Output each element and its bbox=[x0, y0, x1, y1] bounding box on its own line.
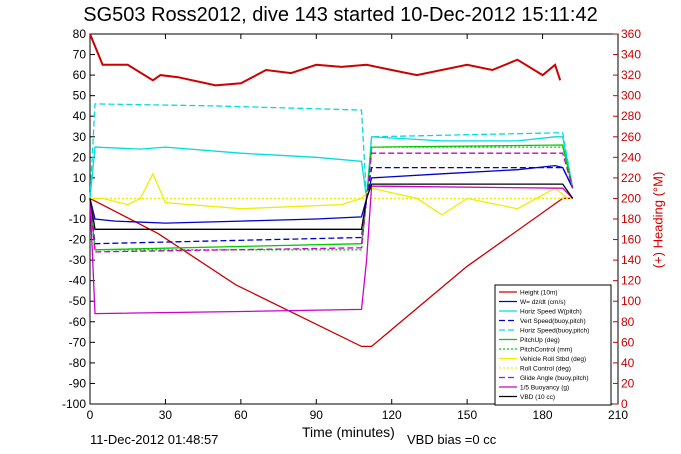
y-right-tick-label: 240 bbox=[621, 150, 641, 164]
chart-title: SG503 Ross2012, dive 143 started 10-Dec-… bbox=[83, 4, 598, 26]
y-tick-label: -100 bbox=[62, 397, 86, 411]
x-tick-label: 60 bbox=[234, 408, 248, 422]
y-tick-label: 40 bbox=[73, 109, 87, 123]
y-right-tick-label: 180 bbox=[621, 212, 641, 226]
legend-label: PitchControl (mm) bbox=[520, 347, 572, 354]
series-line bbox=[89, 103, 574, 199]
legend-label: Glide Angle (buoy,pitch) bbox=[520, 375, 589, 382]
y-tick-label: -50 bbox=[69, 294, 87, 308]
legend-label: Vehicle Roll Stbd (deg) bbox=[520, 356, 586, 363]
y-right-tick-label: 360 bbox=[621, 27, 641, 41]
y-right-tick-label: 340 bbox=[621, 48, 641, 62]
x-axis-label: Time (minutes) bbox=[302, 424, 395, 440]
y-right-tick-label: 280 bbox=[621, 109, 641, 123]
series-line bbox=[90, 172, 569, 216]
y-tick-label: -70 bbox=[69, 335, 87, 349]
x-tick-label: 90 bbox=[310, 408, 324, 422]
y-right-tick-label: 80 bbox=[621, 315, 635, 329]
y-tick-label: -90 bbox=[69, 376, 87, 390]
y-tick-label: -30 bbox=[69, 253, 87, 267]
right-axis-label: (+) Heading (°M) bbox=[650, 171, 666, 269]
y-right-tick-label: 220 bbox=[621, 171, 641, 185]
series-line bbox=[89, 136, 574, 199]
y-tick-label: -40 bbox=[69, 274, 87, 288]
series-line bbox=[89, 183, 574, 230]
y-tick-label: -20 bbox=[69, 233, 87, 247]
y-tick-label: 70 bbox=[73, 48, 87, 62]
y-right-tick-label: 300 bbox=[621, 89, 641, 103]
series-line bbox=[89, 164, 574, 224]
vbd-bias-label: VBD bias =0 cc bbox=[407, 432, 497, 447]
x-tick-label: 120 bbox=[382, 408, 402, 422]
x-tick-label: 210 bbox=[608, 408, 628, 422]
y-tick-label: 30 bbox=[73, 130, 87, 144]
y-right-tick-label: 140 bbox=[621, 253, 641, 267]
y-tick-label: -10 bbox=[69, 212, 87, 226]
y-right-tick-label: 40 bbox=[621, 356, 635, 370]
y-tick-label: 50 bbox=[73, 89, 87, 103]
series-line bbox=[89, 33, 562, 87]
y-tick-label: -80 bbox=[69, 356, 87, 370]
footer-timestamp: 11-Dec-2012 01:48:57 bbox=[90, 432, 219, 447]
y-right-tick-label: 120 bbox=[621, 274, 641, 288]
y-tick-label: -60 bbox=[69, 315, 87, 329]
legend-label: 1/5 Buoyancy (g) bbox=[520, 385, 569, 392]
x-tick-label: 30 bbox=[159, 408, 173, 422]
y-right-tick-label: 0 bbox=[621, 397, 628, 411]
y-tick-label: 20 bbox=[73, 150, 87, 164]
y-right-tick-label: 100 bbox=[621, 294, 641, 308]
legend-label: Height (10m) bbox=[520, 290, 558, 297]
y-tick-label: 80 bbox=[73, 27, 87, 41]
series-line bbox=[89, 185, 574, 315]
y-right-tick-label: 260 bbox=[621, 130, 641, 144]
legend-label: W= dz/dt (cm/s) bbox=[520, 299, 566, 306]
legend-label: Horiz Speed W(pitch) bbox=[520, 309, 582, 316]
y-right-tick-label: 320 bbox=[621, 68, 641, 82]
x-tick-label: 150 bbox=[457, 408, 477, 422]
legend-label: PitchUp (deg) bbox=[520, 337, 560, 344]
legend-label: Vert Speed(buoy,pitch) bbox=[520, 318, 586, 325]
legend-box bbox=[494, 284, 612, 406]
legend-label: VBD (10 cc) bbox=[520, 394, 555, 401]
y-right-tick-label: 160 bbox=[621, 233, 641, 247]
y-tick-label: 0 bbox=[79, 191, 86, 205]
y-tick-label: 60 bbox=[73, 68, 87, 82]
x-tick-label: 180 bbox=[533, 408, 553, 422]
y-tick-label: 10 bbox=[73, 171, 87, 185]
y-right-tick-label: 200 bbox=[621, 191, 641, 205]
legend-label: Horiz Speed(buoy,pitch) bbox=[520, 328, 589, 335]
y-right-tick-label: 20 bbox=[621, 376, 635, 390]
legend-label: Roll Control (deg) bbox=[520, 366, 571, 373]
x-tick-label: 0 bbox=[87, 408, 94, 422]
y-right-tick-label: 60 bbox=[621, 335, 635, 349]
